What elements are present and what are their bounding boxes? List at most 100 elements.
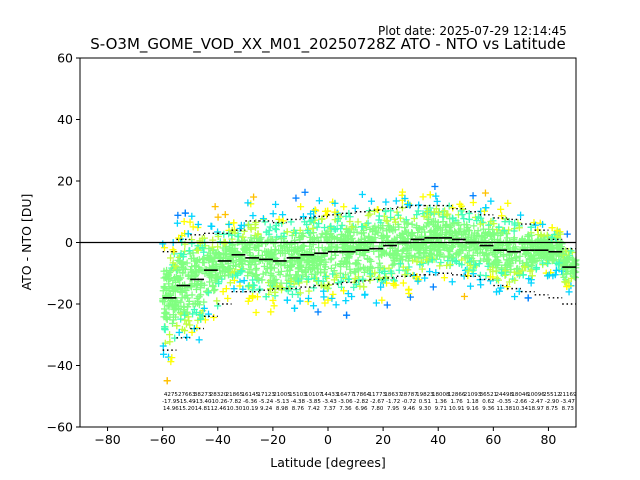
data-point	[339, 249, 347, 257]
data-point	[411, 252, 419, 260]
data-point	[414, 207, 422, 215]
data-point	[414, 277, 422, 285]
data-point	[188, 328, 196, 336]
bin-mean-label: -15.49	[178, 399, 196, 405]
data-point	[263, 264, 271, 272]
data-point	[175, 328, 183, 336]
data-point	[376, 259, 384, 267]
data-point	[371, 222, 379, 230]
data-point	[309, 224, 317, 232]
data-point	[213, 274, 221, 282]
data-point	[241, 257, 249, 265]
data-point	[207, 222, 215, 230]
data-point	[366, 210, 374, 218]
data-point	[455, 227, 463, 235]
data-point	[159, 240, 167, 248]
data-point	[322, 272, 330, 280]
data-point	[487, 197, 495, 205]
data-point	[494, 261, 502, 269]
data-point	[525, 255, 533, 263]
data-point	[311, 206, 319, 214]
data-point	[186, 218, 194, 226]
data-point	[298, 246, 306, 254]
data-point	[564, 262, 572, 270]
y-tick-label: 20	[57, 174, 73, 189]
bin-mean-label: -2.82	[354, 399, 368, 405]
data-point	[493, 275, 501, 283]
data-point	[165, 300, 173, 308]
data-point	[311, 254, 319, 262]
data-point	[194, 246, 202, 254]
data-point	[161, 326, 169, 334]
bin-stats-layer	[80, 204, 576, 351]
data-point	[461, 253, 469, 261]
data-point	[436, 224, 444, 232]
bin-count-label: 16145	[242, 392, 260, 398]
data-point	[256, 285, 264, 293]
data-point	[539, 259, 547, 267]
data-point	[460, 215, 468, 223]
data-point	[160, 283, 168, 291]
bin-count-label: 28787	[400, 392, 418, 398]
x-tick-label: 60	[485, 432, 501, 447]
bin-std-label: 9.30	[419, 406, 432, 412]
y-tick-label: −20	[47, 297, 73, 312]
data-point	[163, 315, 171, 323]
data-point	[196, 311, 204, 319]
data-point	[510, 227, 518, 235]
bin-mean-label: 1.76	[451, 399, 464, 405]
data-point	[497, 205, 505, 213]
data-point	[416, 244, 424, 252]
data-point	[500, 252, 508, 260]
data-point	[191, 300, 199, 308]
data-point	[334, 279, 342, 287]
data-point	[344, 275, 352, 283]
data-point	[382, 207, 390, 215]
data-point	[432, 226, 440, 234]
data-point	[237, 268, 245, 276]
data-point	[454, 219, 462, 227]
data-point	[183, 259, 191, 267]
data-point	[178, 294, 186, 302]
data-point	[283, 228, 291, 236]
data-point	[527, 223, 535, 231]
data-point	[169, 297, 177, 305]
data-point	[175, 257, 183, 265]
data-point	[297, 233, 305, 241]
data-point	[226, 279, 234, 287]
data-point	[181, 209, 189, 217]
data-point	[489, 268, 497, 276]
data-point	[238, 260, 246, 268]
data-point	[313, 260, 321, 268]
data-point	[330, 267, 338, 275]
data-point	[480, 207, 488, 215]
x-tick-label: 20	[375, 432, 391, 447]
data-point	[365, 234, 373, 242]
bin-mean-label: -5.24	[259, 399, 274, 405]
bin-std-label: 11.38	[496, 406, 512, 412]
data-point	[211, 286, 219, 294]
bin-count-label: 14433	[321, 392, 339, 398]
data-point	[358, 190, 366, 198]
data-point	[428, 256, 436, 264]
bin-count-label: 18637	[384, 392, 402, 398]
data-point	[332, 301, 340, 309]
data-point	[548, 257, 556, 265]
data-point	[206, 270, 214, 278]
data-point	[273, 258, 281, 266]
data-point	[296, 289, 304, 297]
data-point	[405, 290, 413, 298]
data-point	[531, 239, 539, 247]
bin-std-label: 9.16	[466, 406, 479, 412]
data-point	[497, 269, 505, 277]
data-point	[343, 311, 351, 319]
data-point	[179, 269, 187, 277]
data-point	[210, 313, 218, 321]
data-point	[426, 191, 434, 199]
data-point	[204, 251, 212, 259]
data-point	[249, 212, 257, 220]
data-point	[477, 281, 485, 289]
data-point	[328, 294, 336, 302]
data-point	[192, 270, 200, 278]
data-point	[512, 256, 520, 264]
